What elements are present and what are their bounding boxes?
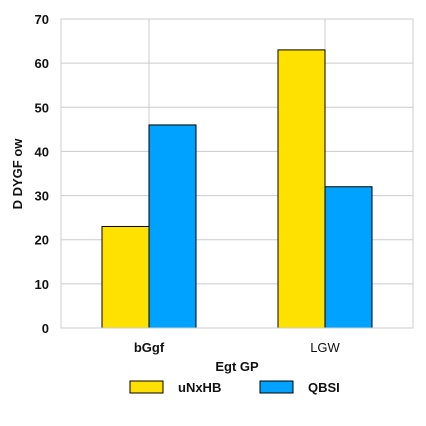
x-category-label: LGW bbox=[310, 340, 340, 355]
y-axis-title: D DYGF ow bbox=[10, 138, 25, 210]
legend-swatch bbox=[259, 380, 294, 394]
legend-swatch bbox=[129, 380, 164, 394]
bar-QBSI-LGW bbox=[324, 186, 373, 329]
y-tick-label: 60 bbox=[35, 56, 49, 71]
x-category-label: bGgf bbox=[134, 340, 165, 355]
y-tick-label: 20 bbox=[35, 233, 49, 248]
y-tick-labels: 0 10 20 30 40 50 60 70 bbox=[35, 12, 49, 336]
x-axis-title: Egt GP bbox=[215, 359, 259, 374]
bars bbox=[101, 49, 373, 329]
y-tick-label: 40 bbox=[35, 144, 49, 159]
y-tick-label: 30 bbox=[35, 189, 49, 204]
legend-label: QBSI bbox=[308, 380, 340, 395]
plot-frame bbox=[60, 18, 414, 329]
bar-uNxHB-LGW bbox=[277, 49, 326, 329]
y-tick-label: 10 bbox=[35, 277, 49, 292]
bar-QBSI-bGgf bbox=[148, 124, 197, 329]
legend: uNxHB QBSI bbox=[129, 380, 340, 395]
y-tick-label: 70 bbox=[35, 12, 49, 27]
y-tick-label: 0 bbox=[42, 321, 49, 336]
bar-uNxHB-bGgf bbox=[101, 225, 150, 329]
legend-label: uNxHB bbox=[178, 380, 221, 395]
y-tick-label: 50 bbox=[35, 100, 49, 115]
x-category-labels: bGgf LGW bbox=[134, 340, 341, 355]
